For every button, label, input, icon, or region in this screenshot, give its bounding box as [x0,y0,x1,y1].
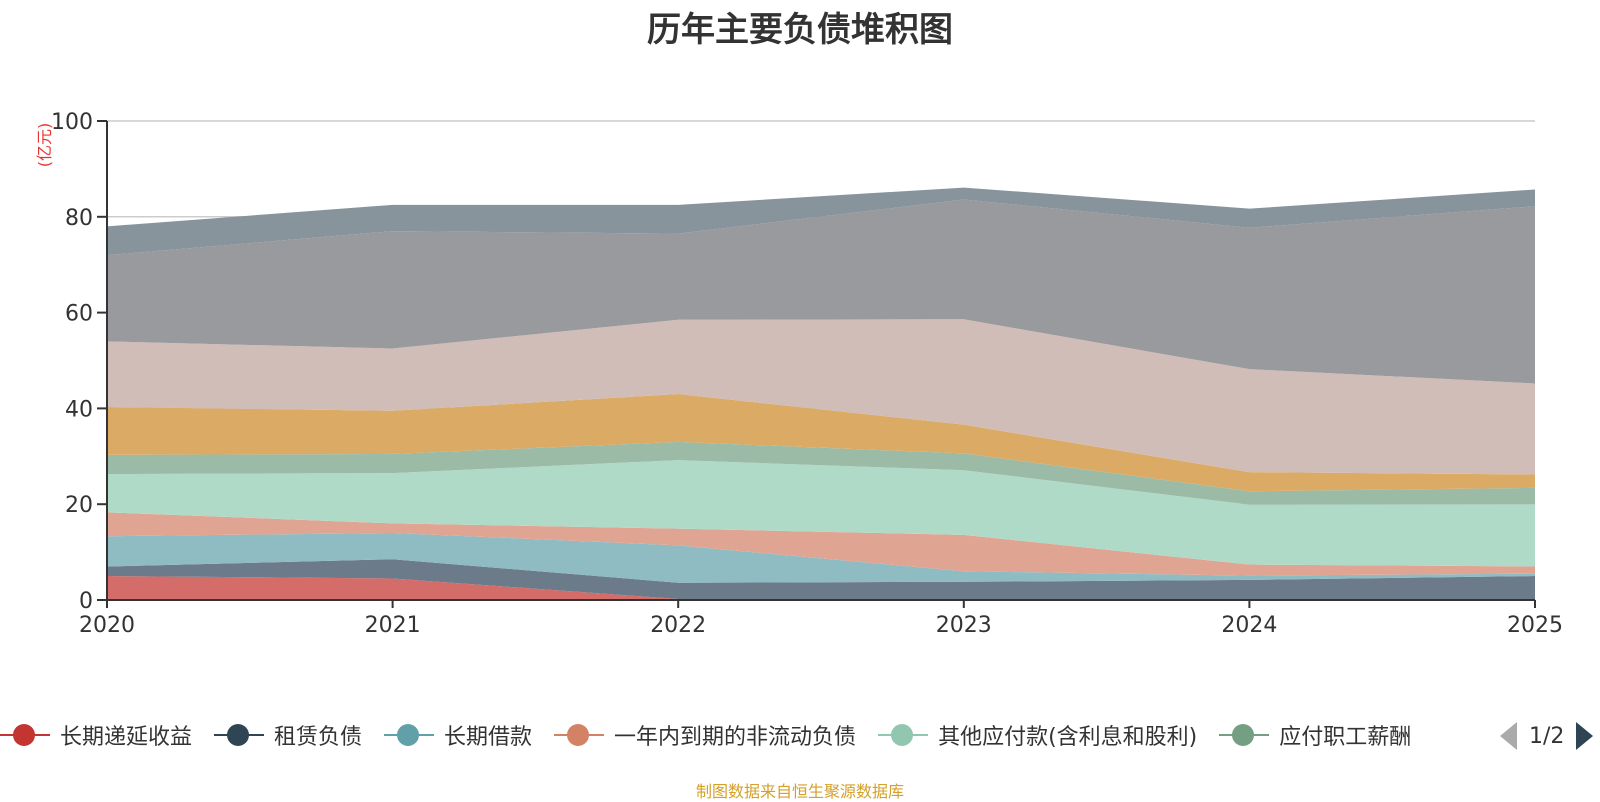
legend-label: 一年内到期的非流动负债 [614,725,857,750]
legend-marker-icon [384,723,435,747]
legend-next-page-icon[interactable] [1576,722,1594,750]
legend-marker-icon [1219,723,1270,747]
y-tick-label: 40 [65,397,93,422]
legend: 长期递延收益 租赁负债 长期借款 一年内到期的非流动负债 其他应付款(含利息和股利) 应付… [0,717,1480,753]
legend-prev-page-icon[interactable] [1500,722,1517,750]
x-tick-label: 2025 [1507,613,1563,638]
legend-item[interactable]: 应付职工薪酬 [1219,717,1411,753]
y-tick-label: 60 [65,302,93,327]
data-source-note: 制图数据来自恒生聚源数据库 [695,782,904,801]
area-series-4 [107,460,1535,567]
x-tick-label: 2024 [1221,613,1277,638]
area-series-5 [107,441,1535,505]
legend-item[interactable]: 长期借款 [384,717,532,753]
legend-marker-icon [554,723,605,747]
axes: 0 20 40 60 80 100 2020 2021 2022 2023 2024 2025 [51,110,1563,638]
legend-marker-icon [0,723,50,747]
legend-page-indicator: 1/2 [1529,723,1565,749]
legend-item[interactable]: 其他应付款(含利息和股利) [878,717,1197,753]
area-series-2 [107,532,1535,583]
legend-marker-icon [878,723,929,747]
legend-label: 其他应付款(含利息和股利) [938,725,1198,750]
legend-label: 长期借款 [444,725,533,750]
legend-marker-icon [214,723,265,747]
area-series-8 [107,199,1535,384]
area-series [107,187,1535,600]
x-tick-label: 2022 [650,613,706,638]
x-tick-label: 2021 [365,613,421,638]
area-series-3 [107,512,1535,576]
chart-title: 历年主要负债堆积图 [647,10,953,50]
y-axis-unit-label: (亿元) [35,123,54,168]
legend-item[interactable]: 长期递延收益 [0,717,192,753]
area-series-0 [107,576,1535,600]
legend-label: 长期递延收益 [60,725,193,750]
area-series-6 [107,394,1535,492]
stacked-area-chart: 0 20 40 60 80 100 2020 2021 2022 2023 2024 2025 (亿元… [35,110,1563,638]
area-series-9 [107,187,1535,256]
legend-pager: 1/2 [1500,719,1594,753]
legend-label: 应付职工薪酬 [1279,725,1412,750]
legend-label: 租赁负债 [274,725,363,750]
y-tick-label: 100 [51,110,93,135]
area-series-1 [107,559,1535,600]
x-tick-label: 2023 [936,613,992,638]
legend-item[interactable]: 一年内到期的非流动负债 [554,717,856,753]
y-tick-label: 0 [79,589,93,614]
x-tick-label: 2020 [79,613,135,638]
legend-item[interactable]: 租赁负债 [214,717,362,753]
y-tick-label: 80 [65,206,93,231]
y-tick-label: 20 [65,493,93,518]
area-series-7 [107,319,1535,475]
